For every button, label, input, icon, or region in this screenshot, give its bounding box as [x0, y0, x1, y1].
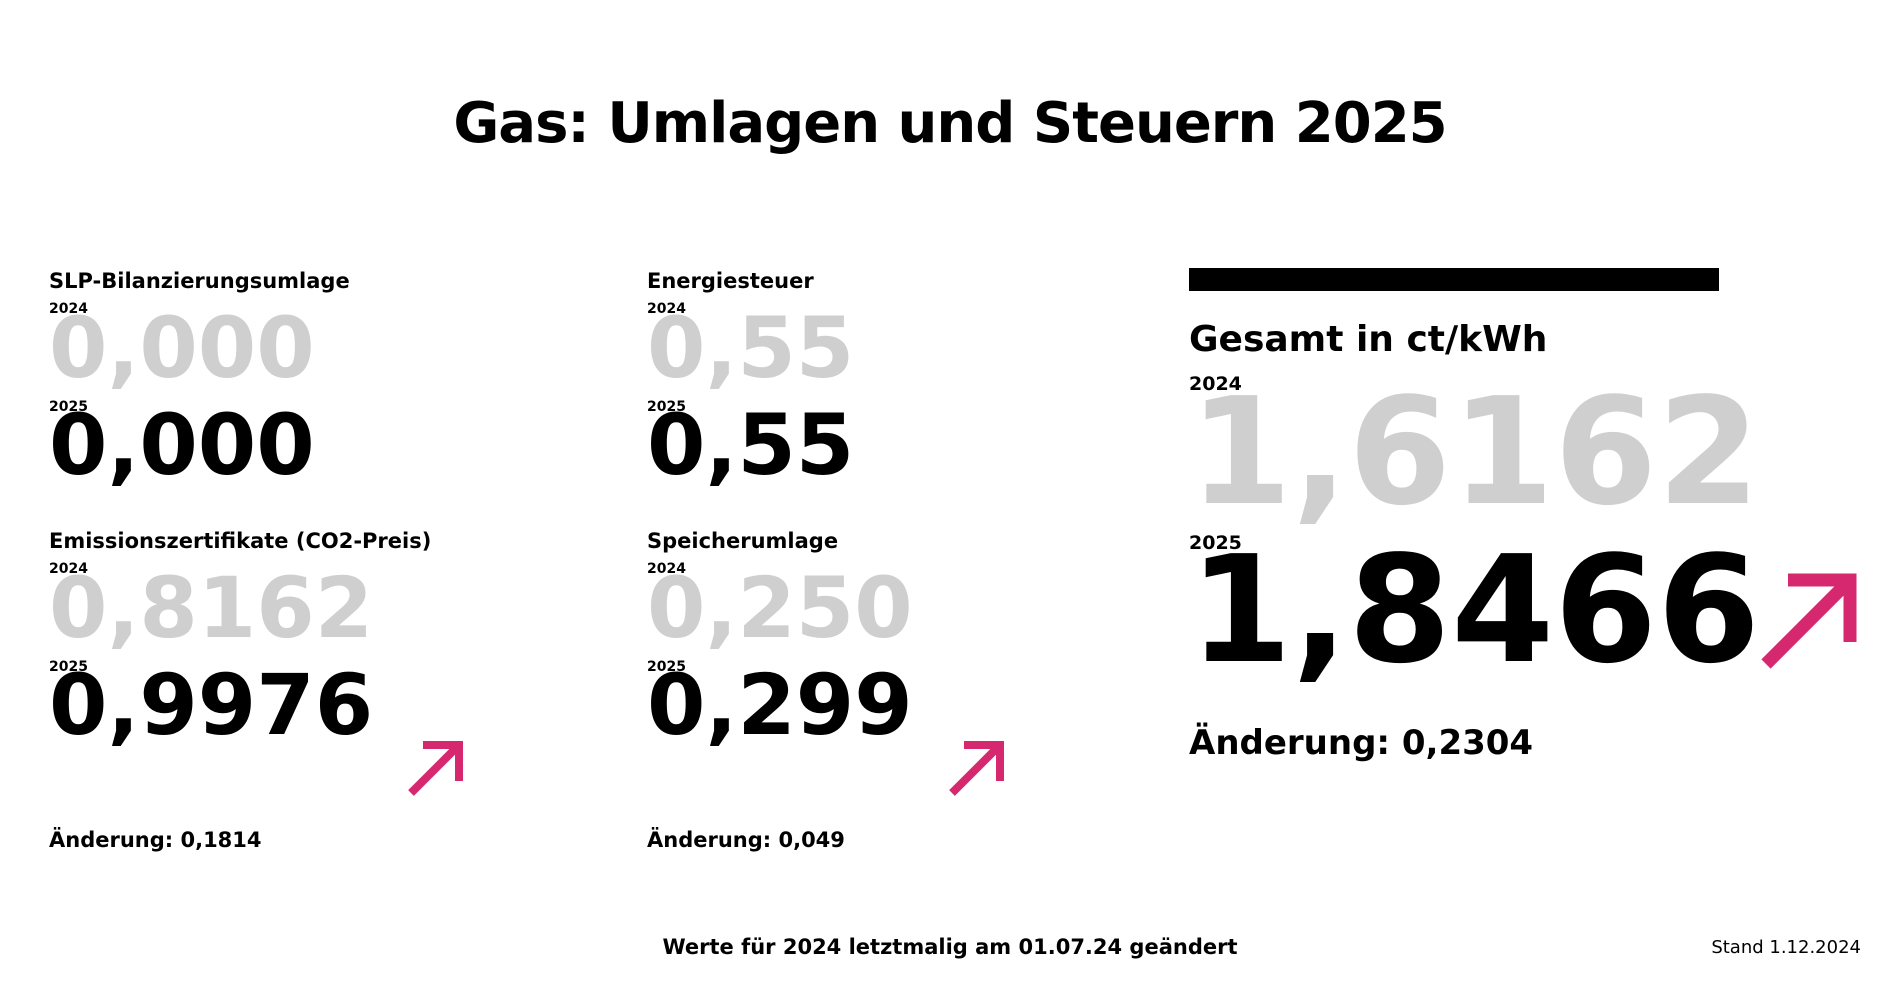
- arrow-up: [408, 741, 463, 796]
- prev-value: 0,000: [49, 299, 315, 397]
- arrow-up: [1761, 573, 1857, 669]
- curr-value: 0,299: [647, 656, 913, 754]
- footer-stand: Stand 1.12.2024: [1711, 937, 1861, 958]
- curr-value: 0,55: [647, 396, 855, 494]
- change: Änderung: 0,2304: [1189, 723, 1534, 763]
- prev-value: 0,55: [647, 299, 855, 397]
- year-label: 2025: [647, 399, 686, 415]
- change: Änderung: 0,049: [647, 828, 845, 852]
- footer-note: Werte für 2024 letztmalig am 01.07.24 ge…: [662, 935, 1238, 959]
- year-label: 2025: [49, 399, 88, 415]
- curr-value: 0,9976: [49, 656, 374, 754]
- prev-value: 1,6162: [1189, 366, 1761, 538]
- total-label: Gesamt in ct/kWh: [1189, 319, 1548, 360]
- bar: [1189, 268, 1719, 291]
- year-label: 2024: [1189, 373, 1242, 395]
- curr-value: 1,8466: [1189, 524, 1761, 696]
- year-label: 2024: [49, 561, 88, 577]
- change: Änderung: 0,1814: [49, 828, 262, 852]
- item-label: SLP-Bilanzierungsumlage: [49, 269, 350, 293]
- item-label: Speicherumlage: [647, 529, 839, 553]
- arrow-up: [949, 741, 1004, 796]
- prev-value: 0,8162: [49, 559, 374, 657]
- year-label: 2024: [647, 301, 686, 317]
- year-label: 2024: [49, 301, 88, 317]
- title: Gas: Umlagen und Steuern 2025: [453, 91, 1447, 156]
- prev-value: 0,250: [647, 559, 913, 657]
- year-label: 2025: [647, 659, 686, 675]
- year-label: 2024: [647, 561, 686, 577]
- year-label: 2025: [1189, 532, 1242, 554]
- year-label: 2025: [49, 659, 88, 675]
- item-label: Emissionszertifikate (CO2-Preis): [49, 529, 432, 553]
- curr-value: 0,000: [49, 396, 315, 494]
- item-label: Energiesteuer: [647, 269, 814, 293]
